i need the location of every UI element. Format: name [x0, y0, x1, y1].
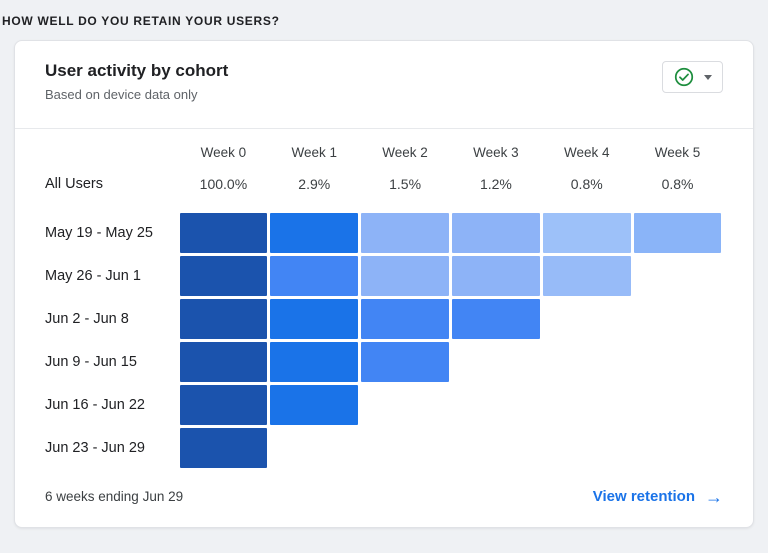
column-header: Week 4 [563, 144, 610, 160]
heatmap-cell [179, 299, 268, 339]
heatmap-cell-empty [634, 299, 722, 339]
segment-dropdown[interactable] [662, 61, 723, 93]
all-users-value: 100.0% [199, 176, 248, 192]
heatmap-cell [270, 342, 359, 382]
column-header: Week 5 [654, 144, 701, 160]
cohort-table: Week 0 Week 1 Week 2 Week 3 Week 4 Week 5 All … [31, 129, 737, 468]
footer-summary: 6 weeks ending Jun 29 [45, 488, 184, 504]
heatmap-cell [361, 256, 449, 296]
heatmap-cell-empty [543, 428, 631, 468]
cohort-label: Jun 9 - Jun 15 [45, 354, 137, 370]
arrow-right-icon: → [705, 487, 723, 507]
heatmap-cell [542, 256, 631, 296]
column-header: Week 2 [382, 144, 428, 160]
cohort-row: Jun 23 - Jun 29 [45, 428, 723, 468]
heatmap-cell-empty [452, 342, 540, 382]
view-retention-link[interactable]: View retention → [592, 487, 723, 507]
all-users-value: 1.2% [479, 176, 512, 192]
heatmap-cell-empty [634, 342, 722, 382]
all-users-value: 2.9% [298, 176, 331, 192]
cohort-card: User activity by cohort Based on device … [14, 40, 754, 528]
heatmap-cell [451, 256, 540, 296]
cohort-row: Jun 16 - Jun 22 [45, 385, 723, 425]
card-title: User activity by cohort [45, 61, 229, 80]
view-retention-label: View retention [592, 487, 695, 505]
check-circle-icon [674, 67, 694, 87]
cohort-label: Jun 2 - Jun 8 [45, 311, 129, 327]
heatmap-cell [361, 299, 449, 339]
cohort-row: Jun 2 - Jun 8 [45, 299, 723, 339]
heatmap-cell-empty [634, 428, 722, 468]
cohort-row: May 26 - Jun 1 [45, 256, 723, 296]
heatmap-cell-empty [361, 428, 449, 468]
week-header-row: Week 0 Week 1 Week 2 Week 3 Week 4 Week 5 [45, 139, 723, 165]
cohort-label: May 26 - Jun 1 [45, 268, 141, 284]
column-header: Week 1 [291, 144, 337, 160]
heatmap-cell [179, 385, 268, 425]
heatmap-cell [179, 342, 268, 382]
column-header: Week 3 [473, 144, 519, 160]
heatmap-cell-empty [452, 385, 540, 425]
card-footer: 6 weeks ending Jun 29 View retention → [31, 471, 737, 511]
all-users-label: All Users [45, 176, 104, 192]
heatmap-cell [179, 256, 268, 296]
heatmap-cell [270, 385, 359, 425]
heatmap-cell-empty [634, 385, 722, 425]
divider [15, 128, 753, 129]
heatmap-cell [361, 213, 449, 253]
all-users-row: All Users 100.0% 2.9% 1.5% 1.2% 0.8% 0.8% [45, 169, 723, 199]
cohort-row: May 19 - May 25 [45, 213, 723, 253]
cohort-label: May 19 - May 25 [45, 225, 153, 241]
heatmap-cell [361, 342, 449, 382]
heatmap-cell [270, 256, 359, 296]
heatmap-cell [270, 299, 359, 339]
heatmap-cell [179, 428, 268, 468]
cohort-label: Jun 23 - Jun 29 [45, 440, 145, 456]
heatmap-cell-empty [634, 256, 722, 296]
heatmap-cell-empty [270, 428, 358, 468]
heatmap-cell-empty [543, 299, 631, 339]
chevron-down-icon [704, 74, 712, 80]
heatmap-cell [451, 213, 540, 253]
card-header: User activity by cohort Based on device … [31, 59, 737, 128]
heatmap-cell-empty [543, 385, 631, 425]
heatmap-cell [451, 299, 540, 339]
heatmap-cell [270, 213, 359, 253]
all-users-value: 0.8% [661, 176, 694, 192]
cohort-row: Jun 9 - Jun 15 [45, 342, 723, 382]
heatmap-cell [179, 213, 268, 253]
cohort-label: Jun 16 - Jun 22 [45, 397, 145, 413]
column-header: Week 0 [200, 144, 247, 160]
heatmap-cell-empty [543, 342, 631, 382]
heatmap-cell-empty [361, 385, 449, 425]
heatmap-cell [633, 213, 722, 253]
all-users-value: 1.5% [389, 176, 422, 192]
section-header: HOW WELL DO YOU RETAIN YOUR USERS? [2, 14, 280, 28]
all-users-value: 0.8% [570, 176, 603, 192]
heatmap-cell [542, 213, 631, 253]
card-title-block: User activity by cohort Based on device … [45, 59, 228, 104]
card-subtitle: Based on device data only [45, 87, 198, 102]
heatmap-cell-empty [452, 428, 540, 468]
